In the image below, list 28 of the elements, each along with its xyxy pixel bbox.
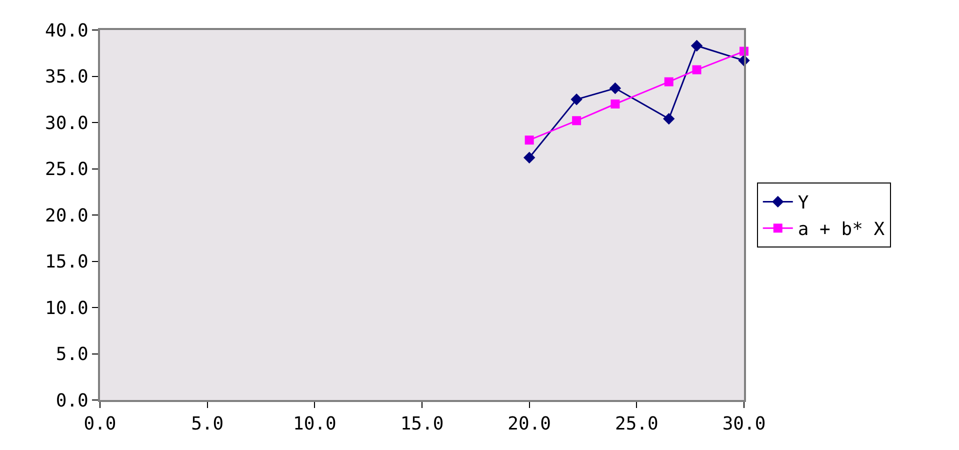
y-tick-label: 15.0	[45, 252, 88, 273]
point	[570, 94, 582, 106]
point	[572, 116, 582, 126]
point	[523, 152, 536, 164]
point	[609, 82, 622, 94]
x-tick-label: 5.0	[191, 414, 224, 435]
y-tick-label: 10.0	[45, 298, 88, 319]
point	[610, 100, 620, 108]
x-tick-label: 10.0	[292, 414, 336, 435]
point	[692, 65, 702, 74]
y-tick-label: 40.0	[45, 20, 88, 42]
point	[690, 40, 703, 52]
legend-label: a + b* X	[798, 219, 885, 240]
x-tick-label: 0.0	[84, 414, 116, 435]
y-tick-label: 0.0	[56, 390, 88, 412]
y-tick-label: 20.0	[45, 205, 88, 226]
x-tick-label: 20.0	[508, 414, 552, 435]
x-tick-label: 25.0	[614, 414, 658, 435]
y-tick-label: 5.0	[56, 344, 88, 366]
y-tick-label: 25.0	[45, 159, 88, 180]
legend-label: Y	[798, 192, 809, 214]
x-tick-label: 30.0	[722, 414, 766, 435]
point	[663, 112, 675, 125]
point	[664, 77, 674, 86]
x-tick-label: 15.0	[400, 414, 444, 435]
point	[524, 136, 534, 145]
y-tick-label: 30.0	[45, 112, 88, 134]
y-tick-label: 35.0	[45, 66, 88, 88]
